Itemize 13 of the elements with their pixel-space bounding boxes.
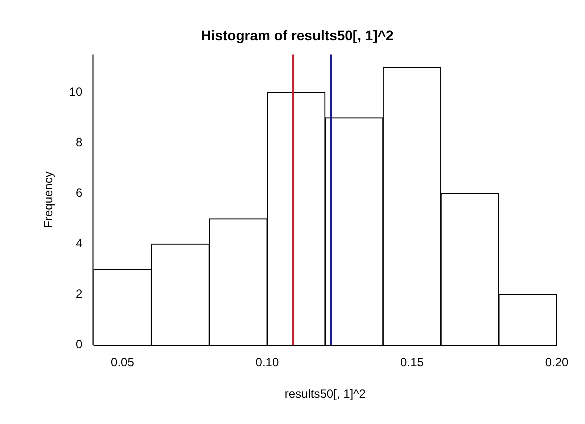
x-tick-label: 0.15 (400, 356, 424, 370)
chart-title: Histogram of results50[, 1]^2 (201, 27, 394, 44)
y-axis-title: Frequency (42, 172, 56, 228)
x-tick-label: 0.05 (111, 356, 135, 370)
y-tick-label: 8 (76, 135, 84, 150)
y-tick-label: 6 (76, 186, 84, 200)
y-tick-label: 0 (76, 338, 84, 352)
x-axis-title: results50[, 1]^2 (284, 387, 366, 402)
y-tick-label: 10 (69, 84, 84, 99)
y-tick-label: 4 (76, 236, 84, 251)
x-tick-label: 0.20 (545, 356, 569, 370)
x-tick-label: 0.10 (256, 356, 280, 370)
y-tick-label: 2 (76, 287, 84, 302)
